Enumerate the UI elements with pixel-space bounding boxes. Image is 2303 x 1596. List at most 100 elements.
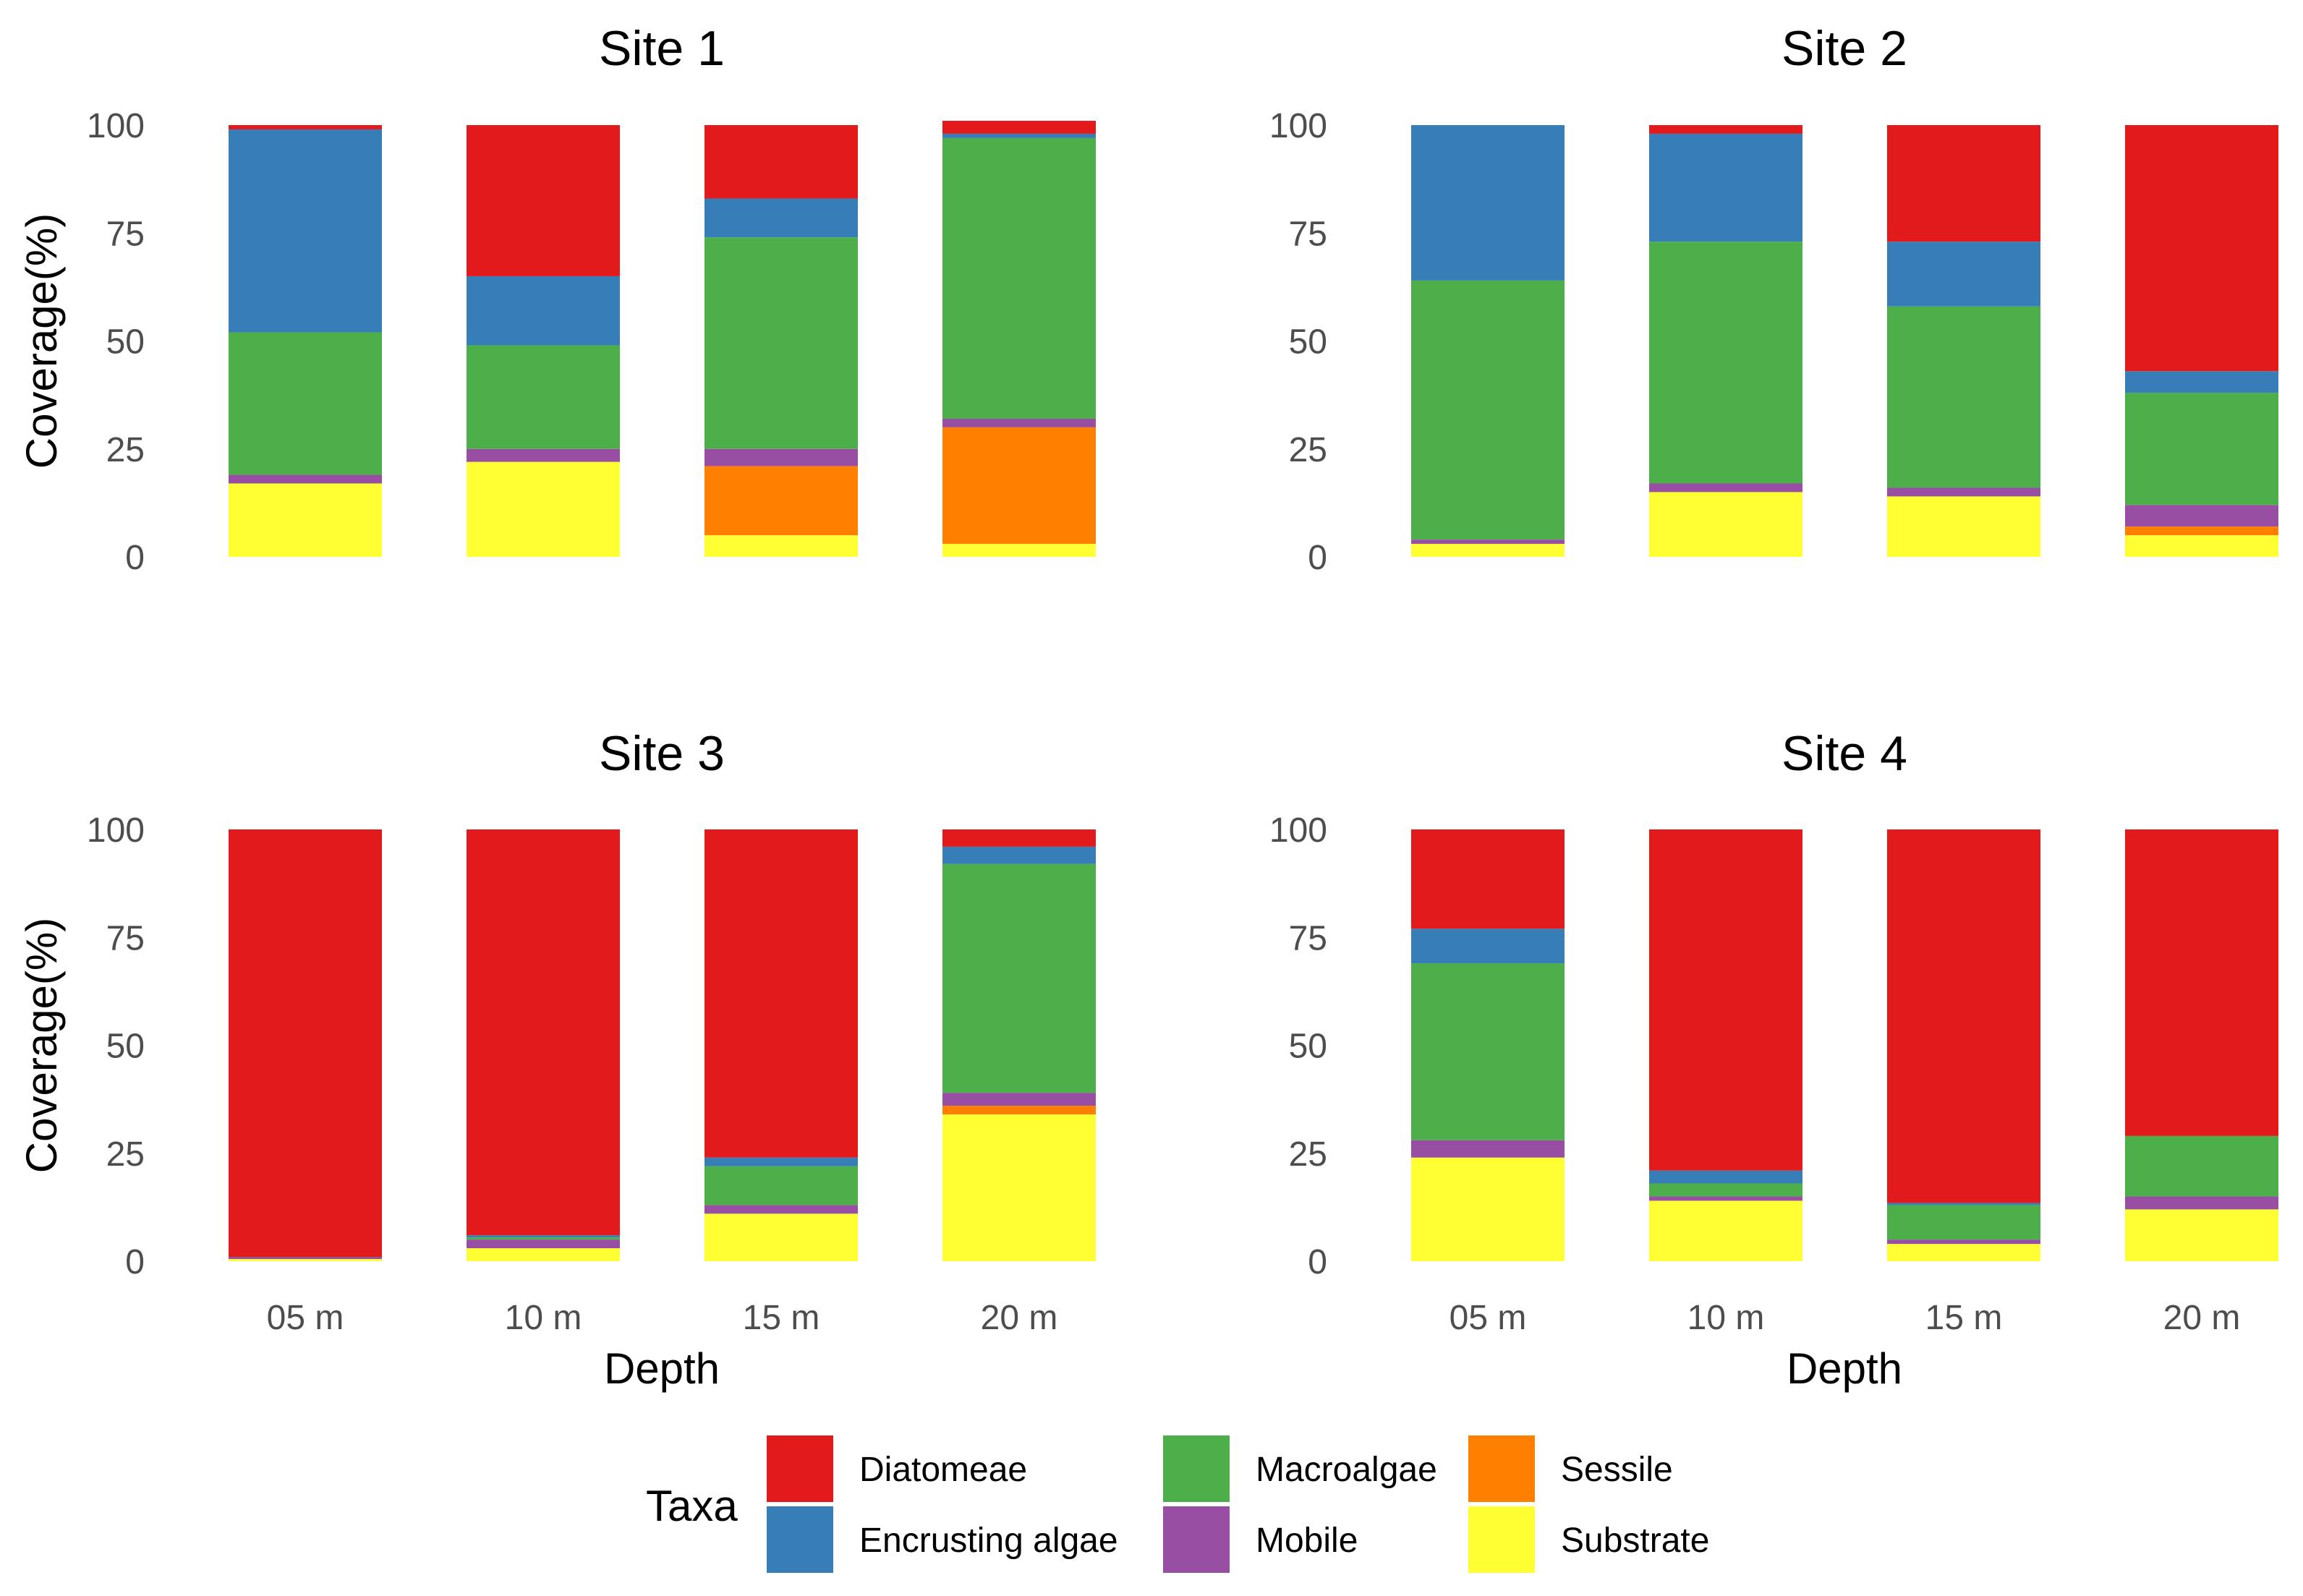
legend-label: Mobile (1256, 1522, 1358, 1560)
bar-segment-encrusting-algae (942, 133, 1096, 138)
legend-item-encrusting-algae: Encrusting algae (767, 1506, 1118, 1573)
bar-segment-encrusting-algae (2125, 371, 2278, 393)
x-tick-label: 15 m (743, 1299, 820, 1337)
bar-segment-mobile (229, 474, 382, 484)
x-tick-label: 10 m (505, 1299, 582, 1337)
legend-swatch (1163, 1435, 1230, 1502)
bar-segment-mobile (229, 1257, 382, 1260)
y-tick-label: 100 (1269, 107, 1327, 145)
bar-segment-diatomeae (1649, 829, 1802, 1171)
bar-segment-sessile (704, 466, 858, 536)
bar-segment-diatomeae (229, 125, 382, 129)
bar-stack-05-m (229, 125, 382, 557)
bar-segment-mobile (704, 1205, 858, 1214)
x-axis-title: Depth (1787, 1344, 1902, 1393)
bar-segment-mobile (1887, 487, 2040, 497)
bar-segment-diatomeae (704, 125, 858, 199)
bar-segment-macroalgae (704, 1166, 858, 1205)
y-tick-label: 100 (87, 107, 145, 145)
x-tick-label: 20 m (2163, 1299, 2241, 1337)
y-tick-label: 100 (87, 811, 145, 850)
bar-segment-diatomeae (467, 829, 620, 1236)
bar-segment-diatomeae (1887, 829, 2040, 1203)
bar-segment-diatomeae (467, 125, 620, 276)
legend-label: Substrate (1561, 1522, 1709, 1560)
x-tick-label: 20 m (981, 1299, 1058, 1337)
legend-item-diatomeae: Diatomeae (767, 1435, 1027, 1502)
bar-stack-20-m (942, 121, 1096, 557)
bar-segment-encrusting-algae (1411, 125, 1565, 281)
bar-segment-encrusting-algae (467, 276, 620, 346)
y-tick-label: 0 (125, 539, 145, 577)
x-tick-label: 10 m (1687, 1299, 1765, 1337)
legend-swatch (1468, 1506, 1535, 1573)
x-tick-label: 05 m (267, 1299, 344, 1337)
bar-segment-mobile (2125, 505, 2278, 527)
bar-segment-sessile (942, 427, 1096, 545)
bar-stack-10-m (1649, 125, 1802, 557)
legend: Taxa Diatomeae Encrusting algae Macroalgae M… (646, 1435, 1709, 1573)
y-tick-label: 0 (125, 1243, 145, 1281)
y-tick-label: 50 (106, 323, 145, 362)
bar-segment-substrate (229, 483, 382, 557)
bar-segment-mobile (467, 448, 620, 462)
bar-segment-encrusting-algae (942, 846, 1096, 864)
panel-site-4: Site 4 0 25 50 75 100 05 m 10 m 15 m 20 m Depth (1269, 726, 2278, 1393)
bar-segment-substrate (942, 544, 1096, 557)
bar-segment-macroalgae (942, 137, 1096, 419)
bar-stack-15-m (1887, 829, 2040, 1261)
bar-segment-macroalgae (2125, 393, 2278, 505)
bar-stack-10-m (467, 829, 620, 1261)
bar-segment-sessile (942, 1106, 1096, 1115)
bar-segment-substrate (704, 535, 858, 557)
bar-segment-macroalgae (1411, 963, 1565, 1140)
bar-segment-substrate (1649, 492, 1802, 557)
legend-item-macroalgae: Macroalgae (1163, 1435, 1437, 1502)
panel-title: Site 1 (599, 21, 725, 76)
bar-stack-20-m (2125, 829, 2278, 1261)
bar-stack-05-m (1411, 125, 1565, 557)
bar-segment-macroalgae (467, 1237, 620, 1240)
bar-segment-macroalgae (1887, 1205, 2040, 1240)
panel-site-2: Site 2 0 25 50 75 100 (1269, 21, 2278, 577)
bar-stack-20-m (2125, 125, 2278, 557)
bar-segment-macroalgae (229, 332, 382, 475)
y-axis-title: Coverage(%) (17, 213, 66, 469)
y-axis-title: Coverage(%) (17, 918, 66, 1173)
bar-segment-macroalgae (1887, 306, 2040, 488)
bar-segment-encrusting-algae (1649, 133, 1802, 242)
bar-segment-macroalgae (1411, 280, 1565, 540)
legend-swatch (767, 1435, 833, 1502)
legend-swatch (767, 1506, 833, 1573)
bar-segment-macroalgae (467, 345, 620, 449)
bar-segment-diatomeae (1887, 125, 2040, 242)
bar-segment-diatomeae (704, 829, 858, 1158)
y-tick-label: 100 (1269, 811, 1327, 850)
bar-segment-encrusting-algae (1887, 1203, 2040, 1205)
bar-segment-diatomeae (1649, 125, 1802, 134)
x-tick-label: 15 m (1925, 1299, 2003, 1337)
y-tick-label: 50 (1289, 1028, 1327, 1066)
legend-label: Macroalgae (1256, 1451, 1437, 1489)
y-tick-label: 75 (106, 919, 145, 957)
bar-segment-diatomeae (942, 121, 1096, 134)
bar-stack-05-m (229, 829, 382, 1261)
legend-item-mobile: Mobile (1163, 1506, 1358, 1573)
bar-segment-encrusting-algae (229, 129, 382, 333)
bar-segment-macroalgae (1649, 1183, 1802, 1197)
bar-segment-encrusting-algae (467, 1235, 620, 1238)
bar-segment-encrusting-algae (704, 198, 858, 238)
bar-segment-mobile (467, 1239, 620, 1249)
legend-title: Taxa (646, 1482, 738, 1530)
bar-stack-05-m (1411, 829, 1565, 1261)
bar-segment-substrate (1887, 1244, 2040, 1261)
panels: Site 1 0 25 50 75 100 Coverage(%) Site 2 0 25 50 75… (17, 21, 2278, 1393)
y-tick-label: 25 (106, 431, 145, 469)
bar-segment-mobile (1411, 539, 1565, 545)
bar-segment-substrate (1411, 1157, 1565, 1261)
legend-label: Sessile (1561, 1451, 1673, 1489)
panel-title: Site 4 (1781, 726, 1907, 781)
y-tick-label: 0 (1308, 1243, 1327, 1281)
panel-title: Site 3 (599, 726, 725, 781)
bar-stack-20-m (942, 829, 1096, 1261)
